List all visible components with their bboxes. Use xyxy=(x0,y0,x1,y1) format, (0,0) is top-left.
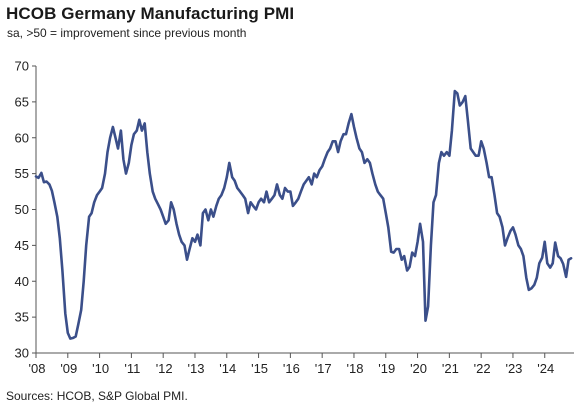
y-tick-label: 70 xyxy=(15,59,29,74)
x-tick-label: '21 xyxy=(442,361,459,376)
y-tick-label: 45 xyxy=(15,238,29,253)
y-tick-label: 50 xyxy=(15,202,29,217)
x-tick-label: '11 xyxy=(124,361,140,376)
x-tick-label: '23 xyxy=(505,361,522,376)
x-tick-label: '22 xyxy=(474,361,491,376)
x-tick-label: '15 xyxy=(251,361,268,376)
x-tick-label: '13 xyxy=(188,361,205,376)
y-tick-label: 55 xyxy=(15,166,29,181)
x-tick-label: '16 xyxy=(283,361,300,376)
x-tick-label: '19 xyxy=(378,361,395,376)
chart-subtitle: sa, >50 = improvement since previous mon… xyxy=(7,26,247,40)
y-tick-label: 65 xyxy=(15,94,29,109)
series-group xyxy=(34,89,573,340)
x-tick-label: '14 xyxy=(219,361,236,376)
x-tick-label: '20 xyxy=(410,361,427,376)
x-tick-label: '17 xyxy=(315,361,332,376)
x-tick-label: '10 xyxy=(92,361,109,376)
x-axis-ticks: '08 '09 '10 '11 '12 '13 '14 '15 '16 '17 '18 '19 '20 '… xyxy=(29,353,554,376)
x-tick-label: '12 xyxy=(156,361,173,376)
y-axis-ticks: 30 35 40 45 50 55 60 65 70 xyxy=(15,59,36,361)
y-tick-label: 35 xyxy=(15,310,29,325)
x-tick-label: '09 xyxy=(60,361,77,376)
chart-title: HCOB Germany Manufacturing PMI xyxy=(6,4,295,23)
y-tick-label: 30 xyxy=(15,346,29,361)
x-tick-label: '18 xyxy=(346,361,363,376)
pmi-series-line xyxy=(34,89,573,340)
x-tick-label: '08 xyxy=(29,361,46,376)
y-tick-label: 60 xyxy=(15,130,29,145)
source-note: Sources: HCOB, S&P Global PMI. xyxy=(6,389,188,403)
y-tick-label: 40 xyxy=(15,274,29,289)
x-tick-label: '24 xyxy=(537,361,554,376)
